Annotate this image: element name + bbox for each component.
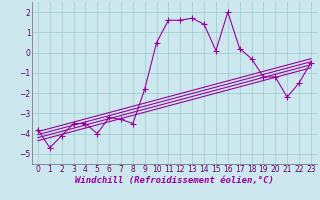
X-axis label: Windchill (Refroidissement éolien,°C): Windchill (Refroidissement éolien,°C) xyxy=(75,176,274,185)
